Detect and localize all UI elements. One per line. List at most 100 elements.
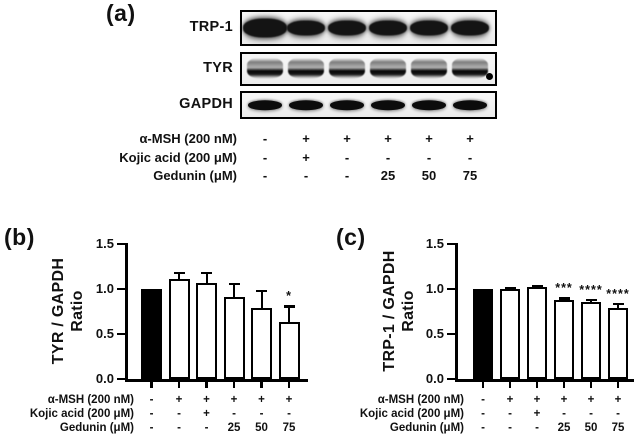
blot-artifact-dot: [486, 73, 493, 80]
y-tick-label: 0.0: [95, 371, 114, 386]
bar: [168, 279, 190, 379]
bar: [500, 289, 520, 379]
x-tick: [177, 382, 181, 388]
treatment-value: -: [344, 149, 350, 165]
x-tick: [232, 382, 236, 388]
blot-label-trp1: TRP-1: [189, 19, 233, 35]
treatment-value: -: [177, 421, 181, 434]
error-bar-stem: [288, 305, 290, 325]
treatment-value: -: [467, 149, 473, 165]
y-tick: [116, 242, 125, 246]
panel-a-label: (a): [106, 0, 136, 26]
treatment-value: -: [426, 149, 432, 165]
significance-label: ****: [606, 286, 630, 301]
y-tick: [446, 377, 455, 381]
treatment-value: -: [385, 149, 391, 165]
treatment-value: -: [232, 407, 236, 420]
blot-band-tyr: [328, 57, 365, 79]
treatment-value: -: [262, 167, 268, 183]
treatment-value: -: [481, 393, 485, 406]
treatment-value: -: [149, 393, 154, 406]
treatment-value: -: [259, 407, 264, 420]
bar: [278, 322, 300, 379]
treatment-value: +: [466, 130, 474, 146]
error-bar-stem: [233, 282, 235, 300]
treatment-value: 25: [227, 421, 241, 434]
treatment-row-label: α-MSH (200 nM): [139, 130, 237, 146]
blot-band-trp1: [327, 20, 366, 36]
bar: [196, 282, 217, 379]
treatment-value: -: [344, 167, 350, 183]
y-tick-label: 1.0: [425, 281, 444, 296]
treatment-row-label: Kojic acid (200 μM): [29, 407, 134, 420]
treatment-row-label: α-MSH (200 nM): [377, 393, 464, 406]
y-tick-label: 0.5: [95, 326, 114, 341]
error-bar-cap: [173, 271, 185, 275]
x-tick: [260, 382, 263, 388]
error-bar-stem: [178, 271, 180, 282]
error-bar-cap: [531, 285, 543, 288]
treatment-value: +: [175, 393, 183, 406]
treatment-value: -: [589, 407, 593, 420]
bar: [473, 289, 493, 379]
treatment-value: +: [302, 130, 310, 146]
blot-band-trp1: [286, 20, 325, 36]
treatment-row-label: Gedunin (μM): [389, 421, 464, 434]
treatment-value: 75: [462, 167, 478, 183]
blot-label-gapdh: GAPDH: [179, 96, 233, 112]
panel-b-label: (b): [4, 224, 35, 250]
treatment-value: -: [508, 421, 512, 434]
y-tick: [116, 287, 125, 291]
bar: [581, 301, 601, 379]
treatment-row-label: α-MSH (200 nM): [47, 393, 134, 406]
error-bar-cap: [201, 271, 212, 275]
y-tick-label: 1.5: [425, 236, 444, 251]
treatment-value: -: [149, 421, 154, 434]
treatment-value: -: [262, 130, 268, 146]
x-tick: [616, 382, 620, 388]
blot-band-tyr: [287, 57, 324, 79]
blot-band-tyr: [246, 57, 283, 79]
y-tick: [446, 332, 455, 336]
x-tick: [535, 382, 539, 388]
significance-label: ***: [555, 281, 573, 296]
treatment-value: 75: [282, 421, 296, 434]
bar: [554, 299, 574, 379]
x-axis: [124, 379, 308, 382]
y-tick: [446, 287, 455, 291]
blot-label-tyr: TYR: [203, 60, 233, 76]
bar: [223, 297, 245, 379]
treatment-value: +: [302, 149, 310, 165]
treatment-value: -: [562, 407, 566, 420]
treatment-value: 25: [557, 421, 571, 434]
blot-band-gapdh: [411, 100, 446, 110]
panel-c-label: (c): [336, 224, 366, 250]
significance-label: ****: [579, 282, 603, 297]
blot-band-gapdh: [370, 100, 405, 110]
treatment-value: -: [481, 421, 485, 434]
treatment-value: -: [616, 407, 620, 420]
treatment-value: -: [535, 421, 539, 434]
treatment-value: -: [204, 421, 209, 434]
treatment-value: 50: [584, 421, 598, 434]
blot-band-tyr: [369, 57, 406, 79]
x-tick: [508, 382, 512, 388]
treatment-value: +: [533, 393, 541, 406]
blot-trp1: [240, 10, 497, 46]
treatment-value: +: [614, 393, 622, 406]
blot-band-gapdh: [329, 100, 364, 110]
y-tick-label: 1.0: [95, 281, 114, 296]
treatment-value: +: [587, 393, 595, 406]
y-tick: [116, 332, 125, 336]
bar: [527, 287, 547, 379]
treatment-value: +: [384, 130, 392, 146]
treatment-value: +: [533, 407, 541, 420]
treatment-value: +: [203, 407, 210, 420]
y-tick: [446, 242, 455, 246]
blot-band-tyr: [451, 57, 488, 79]
treatment-value: +: [425, 130, 433, 146]
treatment-row-label: Kojic acid (200 μM): [119, 149, 237, 165]
